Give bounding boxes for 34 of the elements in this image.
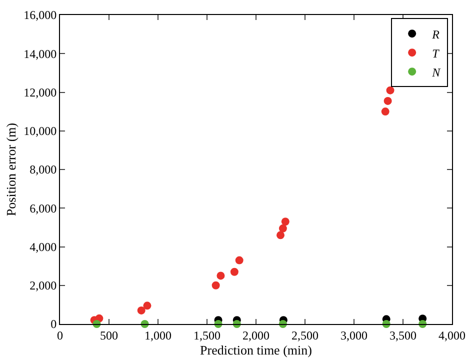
y-tick-label: 16,000: [24, 8, 57, 22]
legend-label: N: [431, 65, 442, 80]
y-tick-label: 8,000: [30, 162, 57, 177]
y-axis-title: Position error (m): [4, 122, 19, 216]
y-tick-label: 0: [50, 317, 57, 332]
point: [235, 256, 244, 264]
point: [278, 224, 287, 232]
point: [212, 281, 220, 290]
point: [143, 302, 152, 310]
x-tick-label: 3,000: [340, 328, 368, 342]
point: [281, 218, 290, 226]
legend-label: T: [432, 46, 440, 60]
x-tick-label: 3,500: [390, 328, 416, 342]
point: [276, 231, 284, 240]
point: [230, 268, 238, 276]
y-tick-label: 2,000: [30, 278, 57, 293]
point: [137, 306, 146, 314]
point: [381, 108, 390, 116]
x-axis-title: Prediction time (min): [200, 342, 312, 358]
x-tick-label: 1,500: [194, 328, 220, 342]
point: [386, 86, 394, 94]
point: [216, 272, 225, 280]
x-tick-label: 500: [100, 328, 118, 342]
y-tick-label: 10,000: [24, 124, 57, 138]
y-tick-label: 6,000: [30, 201, 57, 216]
x-tick-label: 2,000: [242, 328, 270, 342]
y-tick-label: 14,000: [24, 46, 57, 61]
x-tick-label: 1,000: [144, 328, 172, 342]
legend-label: R: [431, 27, 440, 42]
point: [384, 96, 392, 105]
y-tick-label: 4,000: [30, 240, 57, 254]
x-tick-label: 2,500: [292, 328, 318, 342]
x-tick-label: 4,000: [438, 328, 466, 342]
y-tick-label: 12,000: [24, 85, 57, 100]
